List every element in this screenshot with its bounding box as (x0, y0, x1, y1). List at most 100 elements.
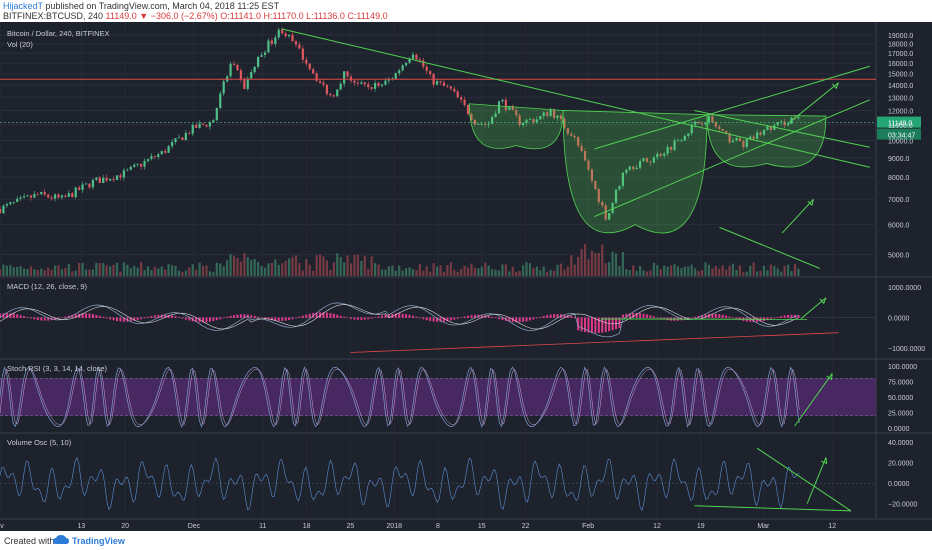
volume-indicator-title: Vol (20) (7, 40, 33, 49)
macd-histogram-bar (129, 317, 132, 322)
candle-body (105, 177, 108, 181)
macd-histogram-bar (95, 314, 98, 318)
macd-histogram-bar (470, 315, 473, 318)
macd-histogram-bar (40, 317, 43, 321)
volume-bar (298, 262, 301, 276)
candle-body (429, 71, 432, 74)
macd-histogram-bar (219, 317, 222, 320)
macd-histogram-bar (439, 317, 442, 322)
volume-bar (415, 270, 418, 276)
volume-bar (329, 269, 332, 276)
volume-bar (239, 261, 242, 276)
volume-bar (377, 264, 380, 276)
candle-body (208, 122, 212, 127)
candle-body (281, 29, 284, 34)
macd-histogram-bar (243, 314, 246, 318)
volume-bar (659, 269, 662, 276)
volume-bar (766, 270, 769, 276)
candle-body (525, 119, 528, 124)
volume-bar (105, 265, 108, 276)
volume-bar (756, 271, 759, 276)
macd-histogram-bar (177, 317, 180, 318)
candle-body (102, 177, 105, 183)
volume-bar (429, 271, 432, 276)
volume-bar (260, 265, 263, 276)
volume-bar (422, 270, 425, 276)
volume-bar (618, 266, 621, 276)
volume-bar (484, 262, 487, 276)
candle-body (305, 59, 308, 64)
macd-histogram-bar (594, 317, 597, 334)
publish-text: published on TradingView.com, March 04, … (42, 1, 280, 11)
macd-histogram-bar (711, 313, 714, 318)
candle-body (411, 54, 415, 59)
time-tick-label: 19 (697, 523, 705, 530)
volume-bar (642, 270, 645, 276)
volume-bar (184, 270, 187, 276)
candle-body (349, 76, 353, 81)
macd-histogram-bar (539, 316, 542, 318)
candle-body (136, 164, 139, 165)
volume-bar (67, 263, 70, 276)
volume-bar (504, 264, 507, 276)
candle-body (322, 82, 325, 85)
macd-histogram-bar (728, 316, 731, 318)
volume-bar (112, 264, 115, 276)
volume-bar (19, 266, 22, 276)
volume-bar (404, 268, 408, 276)
candle-body (460, 97, 463, 100)
chart-canvas[interactable]: 19000.0 18000.0 17000.0 16000.0 15000.0 14000… (0, 22, 932, 531)
macd-histogram-bar (398, 313, 401, 318)
macd-histogram-bar (528, 317, 531, 321)
volume-bar (577, 256, 580, 276)
candle-body (501, 99, 504, 102)
candle-body (439, 81, 442, 83)
candle-body (669, 146, 673, 150)
price-tick-label: 8000.0 (888, 175, 910, 182)
volume-bar (246, 257, 249, 276)
macd-histogram-bar (215, 317, 218, 321)
macd-histogram-bar (721, 314, 724, 318)
volume-bar (274, 259, 277, 276)
macd-histogram-bar (449, 317, 452, 321)
macd-histogram-bar (267, 317, 270, 320)
macd-histogram-bar (718, 314, 721, 318)
candle-body (146, 159, 150, 162)
volume-bar (525, 262, 528, 276)
candle-body (60, 195, 64, 198)
macd-histogram-bar (322, 312, 325, 318)
volume-bar (50, 269, 53, 276)
macd-histogram-bar (769, 317, 772, 320)
candle-body (284, 33, 287, 37)
price-tick-label: 7000.0 (888, 197, 910, 204)
cup-pattern (562, 110, 708, 234)
candle-body (195, 124, 198, 128)
candle-body (184, 133, 187, 141)
volume-bar (57, 265, 60, 276)
tradingview-logo-text[interactable]: TradingView (72, 536, 125, 546)
volume-bar (153, 266, 156, 276)
candle-body (188, 133, 191, 134)
author-link[interactable]: HijackedT (3, 1, 43, 11)
trendline (694, 109, 870, 148)
candle-body (346, 71, 349, 77)
volume-bar (439, 265, 442, 276)
vosc-resistance-line (756, 447, 852, 512)
macd-histogram-bar (181, 317, 184, 319)
volume-bar (511, 266, 514, 276)
volume-bar (783, 265, 786, 276)
volume-bar (687, 266, 690, 276)
macd-histogram-bar (319, 312, 322, 318)
macd-histogram-bar (628, 313, 631, 318)
macd-histogram-bar (174, 316, 177, 318)
macd-histogram-bar (453, 317, 456, 320)
volume-bar (287, 258, 291, 276)
candle-body (639, 161, 642, 168)
macd-histogram-bar (570, 315, 573, 318)
volume-bar (363, 255, 366, 276)
macd-histogram-bar (281, 317, 284, 321)
footer: Created with TradingView (0, 531, 932, 550)
volume-bar (786, 264, 790, 276)
volume-bar (374, 263, 377, 276)
candle-body (532, 119, 535, 123)
